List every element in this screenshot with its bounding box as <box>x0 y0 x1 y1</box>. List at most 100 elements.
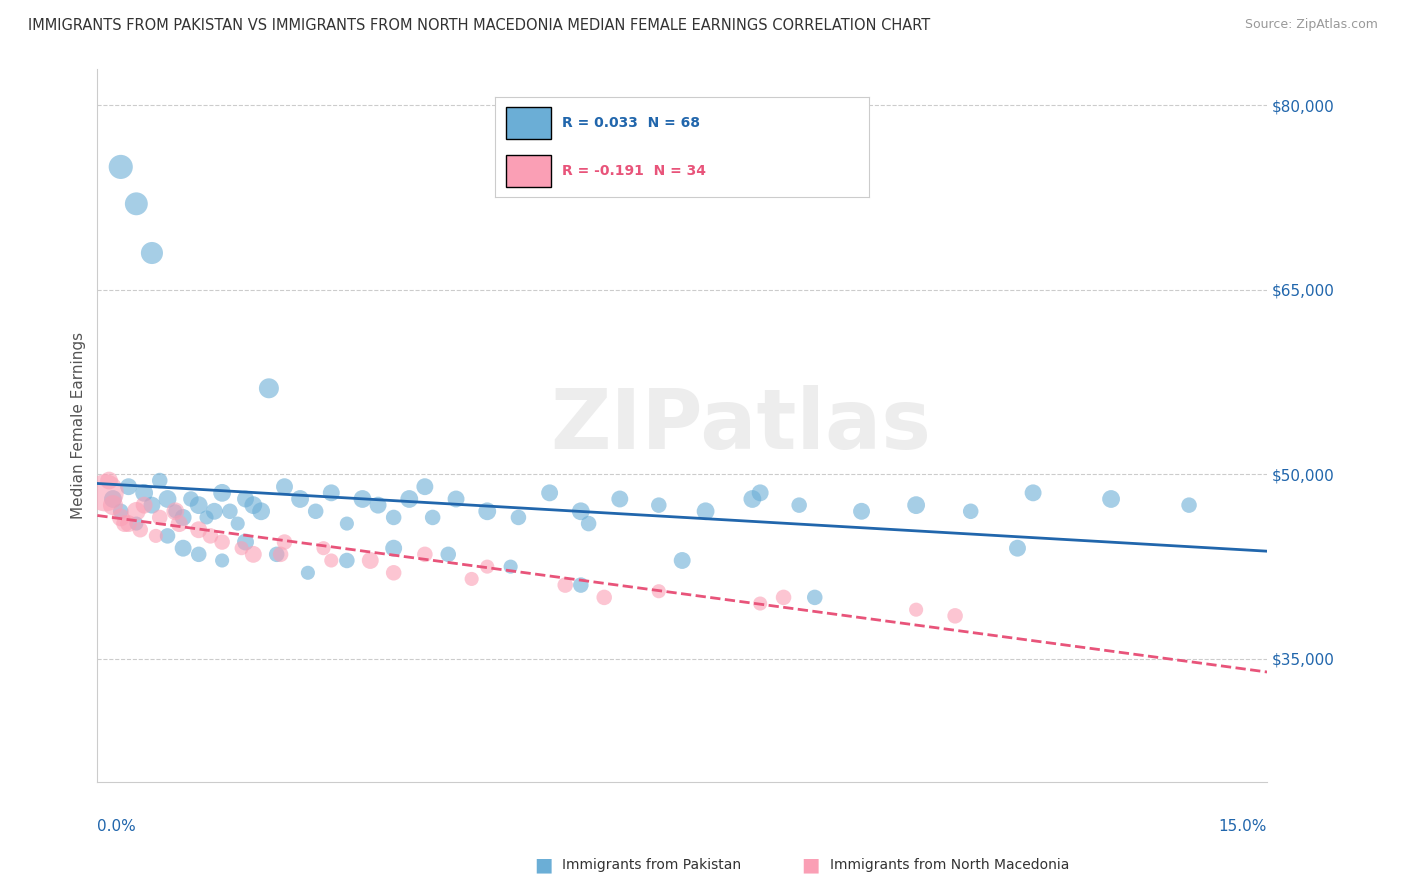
Point <box>202 504 225 518</box>
Point <box>288 491 311 506</box>
Point <box>312 541 335 556</box>
Text: ZIPatlas: ZIPatlas <box>550 384 931 466</box>
Point <box>569 578 592 592</box>
Point <box>110 510 132 524</box>
Point <box>187 547 209 561</box>
Point <box>321 553 343 567</box>
Point <box>905 603 928 617</box>
Point <box>165 504 187 518</box>
Point <box>117 480 139 494</box>
Point <box>141 498 163 512</box>
Point <box>134 498 156 512</box>
Point <box>114 516 136 531</box>
Point <box>167 516 190 531</box>
Point <box>336 553 359 567</box>
Point <box>149 474 172 488</box>
Point <box>359 553 381 567</box>
Point <box>787 498 810 512</box>
Point <box>382 510 405 524</box>
Point <box>149 510 172 524</box>
Point <box>134 486 156 500</box>
Point <box>165 504 187 518</box>
Point <box>242 547 264 561</box>
Point <box>172 541 194 556</box>
Point <box>648 498 671 512</box>
Y-axis label: Median Female Earnings: Median Female Earnings <box>72 332 86 519</box>
Point <box>460 572 482 586</box>
Point <box>101 491 124 506</box>
Point <box>437 547 460 561</box>
Point <box>305 504 328 518</box>
Point <box>242 498 264 512</box>
Point <box>125 196 148 211</box>
Point <box>270 547 292 561</box>
Point <box>145 529 167 543</box>
Point <box>297 566 319 580</box>
Point <box>382 566 405 580</box>
Point <box>129 523 152 537</box>
Point <box>499 559 522 574</box>
Text: ■: ■ <box>534 855 553 875</box>
Point <box>235 491 257 506</box>
Point <box>413 480 436 494</box>
Text: ■: ■ <box>801 855 820 875</box>
Point <box>187 523 209 537</box>
Point <box>593 591 616 605</box>
Text: 15.0%: 15.0% <box>1219 819 1267 834</box>
Point <box>578 516 600 531</box>
Point <box>266 547 288 561</box>
Point <box>273 480 295 494</box>
Text: 0.0%: 0.0% <box>97 819 136 834</box>
Point <box>538 486 561 500</box>
Point <box>905 498 928 512</box>
Point <box>101 498 124 512</box>
Point <box>110 504 132 518</box>
Text: Immigrants from North Macedonia: Immigrants from North Macedonia <box>830 858 1069 872</box>
Point <box>273 535 295 549</box>
Point <box>851 504 873 518</box>
Point <box>1099 491 1122 506</box>
Point <box>94 486 117 500</box>
Point <box>398 491 420 506</box>
Point <box>648 584 671 599</box>
Point <box>231 541 253 556</box>
Point <box>172 510 194 524</box>
Point <box>477 559 499 574</box>
Point <box>125 504 148 518</box>
Point <box>219 504 242 518</box>
Point <box>195 510 218 524</box>
Point <box>235 535 257 549</box>
Point <box>352 491 374 506</box>
Point <box>98 474 121 488</box>
Point <box>117 516 139 531</box>
Point <box>508 510 530 524</box>
Point <box>772 591 794 605</box>
Point <box>187 498 209 512</box>
Point <box>200 529 222 543</box>
Point <box>749 597 772 611</box>
Point <box>110 160 132 174</box>
Point <box>1007 541 1029 556</box>
Point <box>257 381 280 395</box>
Point <box>141 246 163 260</box>
Point <box>321 486 343 500</box>
Point <box>741 491 763 506</box>
Point <box>180 491 202 506</box>
Point <box>943 608 966 623</box>
Point <box>226 516 249 531</box>
Point <box>250 504 273 518</box>
Point <box>211 486 233 500</box>
Text: Source: ZipAtlas.com: Source: ZipAtlas.com <box>1244 18 1378 31</box>
Text: IMMIGRANTS FROM PAKISTAN VS IMMIGRANTS FROM NORTH MACEDONIA MEDIAN FEMALE EARNIN: IMMIGRANTS FROM PAKISTAN VS IMMIGRANTS F… <box>28 18 931 33</box>
Point <box>156 491 179 506</box>
Point <box>477 504 499 518</box>
Point <box>1178 498 1201 512</box>
Point <box>959 504 981 518</box>
Point <box>422 510 444 524</box>
Point <box>554 578 576 592</box>
Point <box>749 486 772 500</box>
Point <box>156 529 179 543</box>
Point <box>569 504 592 518</box>
Point <box>695 504 717 518</box>
Point <box>444 491 467 506</box>
